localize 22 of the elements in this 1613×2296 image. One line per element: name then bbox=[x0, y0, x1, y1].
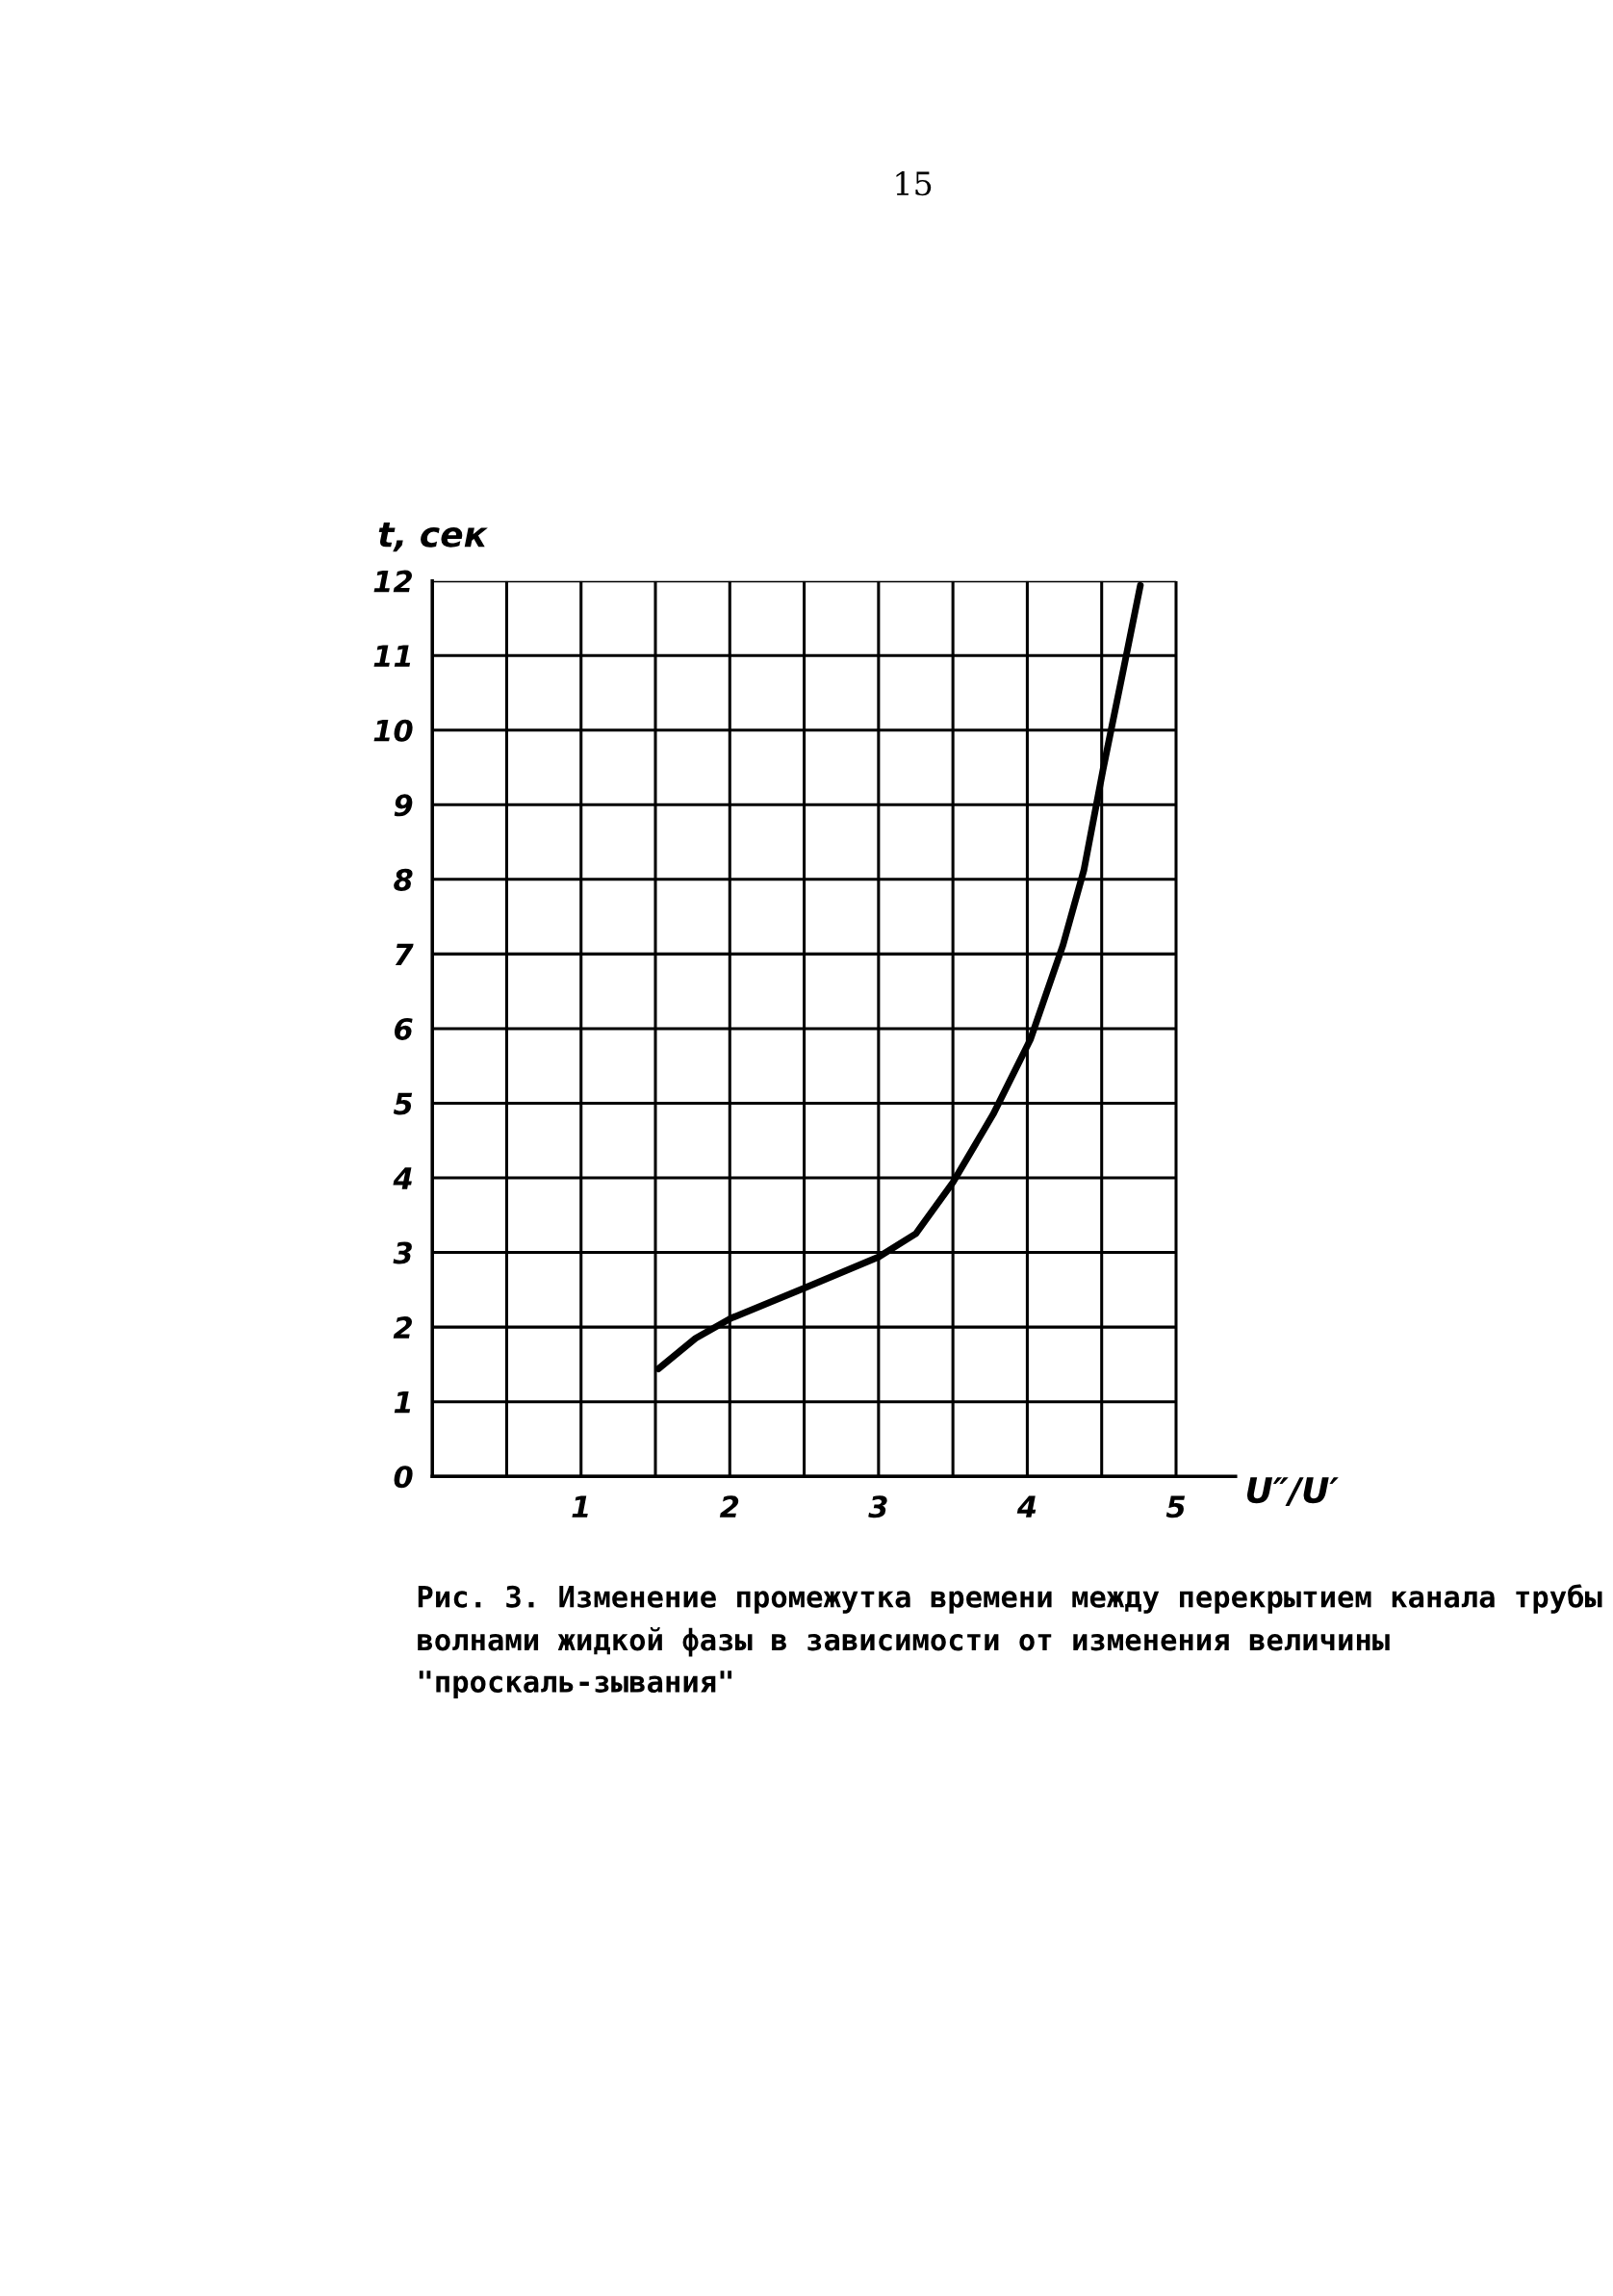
x-tick-label: 2 bbox=[719, 1495, 739, 1518]
y-tick-label: 1 bbox=[394, 1390, 411, 1414]
x-tick-label: 4 bbox=[1016, 1495, 1037, 1518]
text: 15 bbox=[896, 171, 932, 196]
x-tick-label: 1 bbox=[572, 1495, 588, 1518]
y-tick-label: 12 bbox=[373, 570, 413, 593]
y-tick-label: 5 bbox=[393, 1092, 413, 1115]
x-tick-label: 5 bbox=[1165, 1495, 1186, 1518]
x-axis-title: U″/U′ bbox=[1246, 1477, 1339, 1506]
y-tick-label: 6 bbox=[394, 1017, 413, 1040]
y-tick-label: 8 bbox=[394, 868, 413, 891]
y-tick-label: 3 bbox=[393, 1241, 412, 1264]
y-tick-label: 4 bbox=[393, 1167, 412, 1189]
text: Рис. 3. Изменение промежутка времени между перекрытием канала трубы волнами жидкой фазы в зависимости от изменения величины "проскаль-зывания" bbox=[418, 1584, 1602, 1698]
y-tick-label: 9 bbox=[394, 794, 413, 817]
y-axis-title: t, сек bbox=[378, 522, 488, 552]
y-tick-label: 0 bbox=[394, 1466, 413, 1489]
x-tick-label: 3 bbox=[868, 1495, 887, 1518]
y-tick-label: 11 bbox=[373, 645, 411, 667]
y-tick-label: 10 bbox=[373, 719, 413, 742]
y-tick-label: 7 bbox=[395, 943, 414, 965]
y-tick-label: 2 bbox=[393, 1316, 413, 1339]
